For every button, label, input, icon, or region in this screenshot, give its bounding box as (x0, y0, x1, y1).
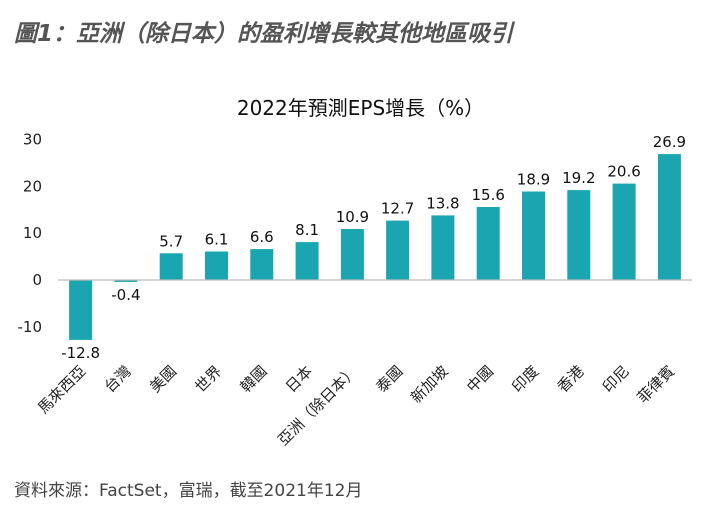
category-label: 韓國 (237, 362, 271, 396)
data-label: 19.2 (562, 169, 595, 187)
y-tick-label: 30 (23, 131, 42, 149)
data-label: 12.7 (381, 200, 414, 218)
y-tick-label: 0 (32, 271, 42, 289)
bar (567, 190, 591, 280)
category-label: 日本 (282, 362, 316, 396)
category-label: 世界 (191, 362, 225, 396)
bar (431, 215, 455, 280)
data-label: 6.1 (205, 231, 229, 249)
data-label: 26.9 (653, 133, 686, 151)
category-label: 亞洲（除日本） (274, 362, 361, 449)
category-label: 中國 (463, 362, 497, 396)
data-label: 15.6 (471, 186, 504, 204)
bar (522, 191, 545, 280)
y-tick-label: -10 (18, 318, 43, 336)
category-label: 香港 (554, 362, 588, 396)
bar (205, 251, 228, 280)
category-label: 新加坡 (407, 362, 452, 407)
data-label: -0.4 (111, 286, 140, 304)
bar (476, 207, 500, 280)
chart-title: 2022年預測EPS增長（%） (236, 96, 485, 120)
bar (295, 242, 319, 280)
data-label: -12.8 (61, 344, 100, 362)
source-note: 資料來源：FactSet，富瑞，截至2021年12月 (14, 481, 363, 501)
data-label: 5.7 (159, 232, 183, 250)
category-label: 印尼 (599, 362, 633, 396)
data-label: 13.8 (426, 194, 459, 212)
data-label: 6.6 (250, 228, 274, 246)
bar (612, 183, 636, 280)
y-tick-label: 20 (23, 177, 42, 195)
data-label: 8.1 (295, 221, 319, 239)
y-axis-ticks: 30 20 10 0 -10 (18, 131, 43, 336)
category-label: 台灣 (101, 362, 135, 396)
y-tick-label: 10 (23, 224, 42, 242)
bar (250, 249, 274, 280)
bar (159, 253, 183, 280)
category-label: 菲律賓 (634, 362, 679, 407)
bar (114, 280, 138, 282)
category-label: 泰國 (372, 362, 406, 396)
bar (386, 220, 410, 280)
category-label: 馬來西亞 (34, 362, 89, 417)
data-label: 18.9 (517, 171, 550, 189)
bar (340, 229, 364, 280)
data-label: 20.6 (607, 163, 640, 181)
bar (657, 154, 681, 280)
bar (69, 280, 93, 340)
bars (69, 154, 681, 340)
category-label: 美國 (146, 362, 180, 396)
category-label: 印度 (508, 362, 542, 396)
data-labels: -12.8 -0.4 5.7 6.1 6.6 8.1 10.9 12.7 13.8 15.6 18.… (61, 133, 686, 362)
figure-title: 圖1：亞洲（除日本）的盈利增長較其他地區吸引 (14, 21, 514, 47)
data-label: 10.9 (336, 208, 369, 226)
